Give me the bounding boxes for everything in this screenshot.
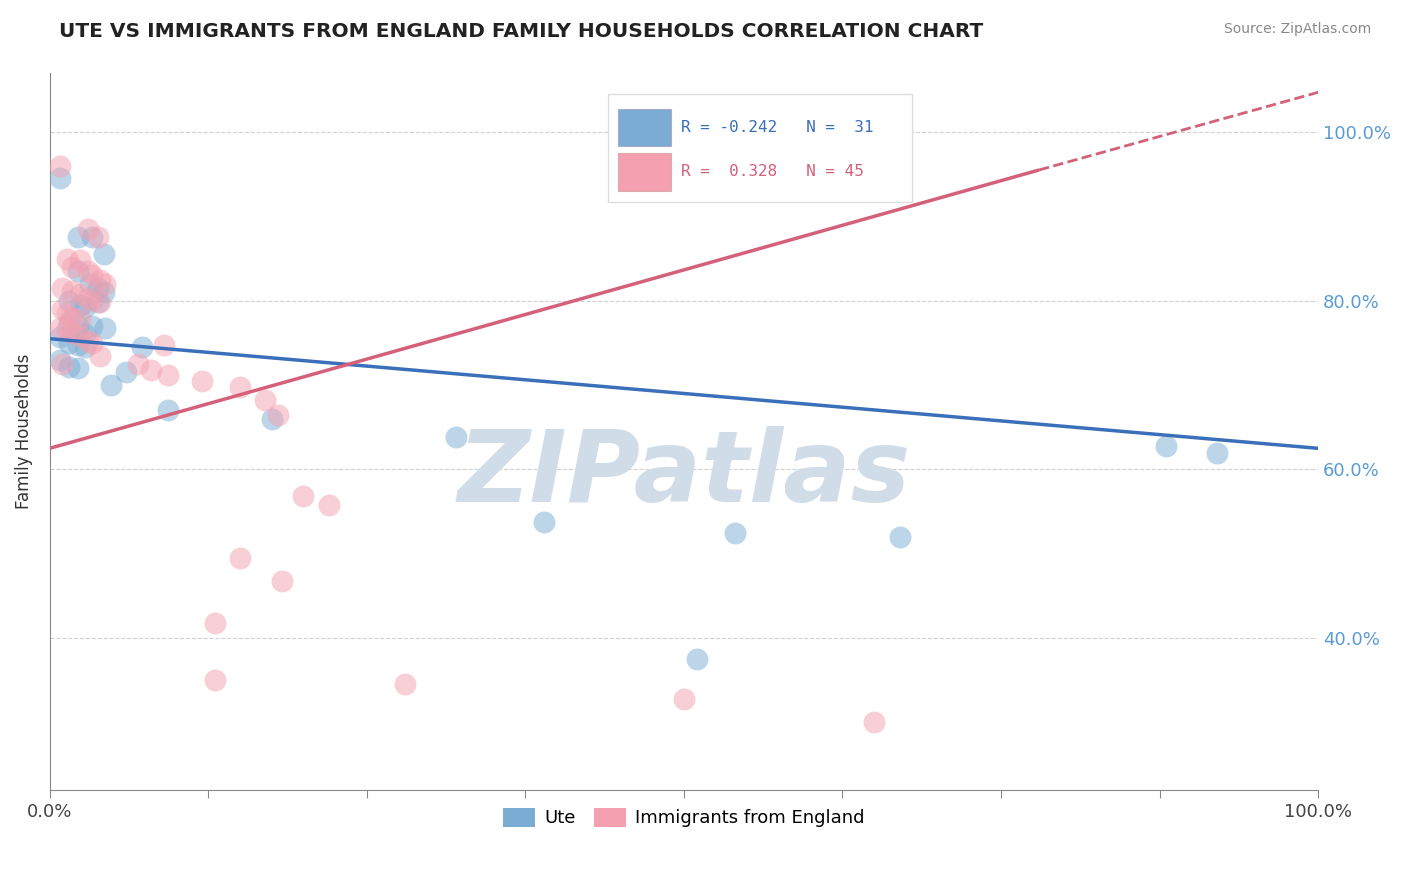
Point — [62, 310, 84, 325]
Point — [56, 322, 79, 336]
Point — [49, 320, 72, 334]
Point — [863, 715, 886, 730]
Point — [51, 302, 73, 317]
Point — [49, 159, 72, 173]
Point — [62, 326, 84, 340]
Point — [139, 363, 162, 377]
Point — [94, 320, 117, 334]
Point — [80, 335, 103, 350]
Point — [66, 361, 89, 376]
FancyBboxPatch shape — [607, 95, 912, 202]
Point — [58, 335, 80, 350]
Point — [58, 293, 80, 308]
Text: Source: ZipAtlas.com: Source: ZipAtlas.com — [1223, 22, 1371, 37]
Point — [56, 306, 79, 320]
Point — [156, 368, 179, 382]
Point — [66, 337, 89, 351]
Point — [80, 268, 103, 283]
Text: ZIPatlas: ZIPatlas — [457, 426, 911, 523]
Point — [51, 357, 73, 371]
Point — [254, 393, 277, 408]
Point — [69, 287, 91, 301]
Point — [114, 365, 136, 379]
Point — [889, 530, 911, 544]
Point — [229, 551, 252, 566]
Text: R = -0.242   N =  31: R = -0.242 N = 31 — [682, 120, 875, 135]
Point — [75, 327, 97, 342]
Point — [69, 253, 91, 268]
Point — [66, 230, 89, 244]
Point — [66, 264, 89, 278]
Point — [127, 357, 149, 371]
Point — [89, 349, 111, 363]
Point — [318, 498, 340, 512]
Point — [80, 318, 103, 333]
Point — [75, 301, 97, 315]
Point — [62, 284, 84, 298]
Point — [49, 330, 72, 344]
Point — [153, 337, 176, 351]
Point — [204, 673, 226, 688]
Point — [62, 260, 84, 274]
Point — [292, 489, 315, 503]
Point — [394, 677, 416, 691]
Point — [58, 315, 80, 329]
Y-axis label: Family Households: Family Households — [15, 354, 32, 509]
Point — [156, 403, 179, 417]
Point — [49, 171, 72, 186]
Text: UTE VS IMMIGRANTS FROM ENGLAND FAMILY HOUSEHOLDS CORRELATION CHART: UTE VS IMMIGRANTS FROM ENGLAND FAMILY HO… — [59, 22, 983, 41]
Point — [131, 340, 153, 354]
Point — [69, 312, 91, 326]
Point — [51, 281, 73, 295]
Point — [56, 252, 79, 266]
FancyBboxPatch shape — [619, 153, 671, 191]
Point — [87, 230, 110, 244]
Point — [533, 515, 555, 529]
Point — [76, 291, 98, 305]
Text: R =  0.328   N = 45: R = 0.328 N = 45 — [682, 164, 865, 179]
Point — [89, 272, 111, 286]
Point — [1154, 439, 1177, 453]
Point — [87, 281, 110, 295]
Point — [93, 285, 115, 300]
FancyBboxPatch shape — [619, 109, 671, 146]
Point — [724, 525, 747, 540]
Point — [76, 264, 98, 278]
Point — [75, 340, 97, 354]
Point — [79, 277, 101, 291]
Point — [89, 295, 111, 310]
Point — [70, 298, 93, 312]
Point — [685, 652, 707, 666]
Point — [69, 329, 91, 343]
Point — [94, 277, 117, 291]
Point — [229, 380, 252, 394]
Point — [49, 352, 72, 367]
Point — [80, 230, 103, 244]
Point — [1205, 445, 1227, 459]
Point — [76, 222, 98, 236]
Point — [87, 295, 110, 310]
Point — [93, 247, 115, 261]
Point — [191, 374, 214, 388]
Point — [270, 574, 292, 588]
Point — [58, 359, 80, 374]
Point — [80, 293, 103, 308]
Point — [76, 334, 98, 349]
Point — [204, 615, 226, 630]
Legend: Ute, Immigrants from England: Ute, Immigrants from England — [496, 801, 872, 835]
Point — [672, 691, 695, 706]
Point — [267, 408, 290, 422]
Point — [66, 318, 89, 333]
Point — [100, 378, 122, 392]
Point — [260, 412, 283, 426]
Point — [444, 430, 467, 444]
